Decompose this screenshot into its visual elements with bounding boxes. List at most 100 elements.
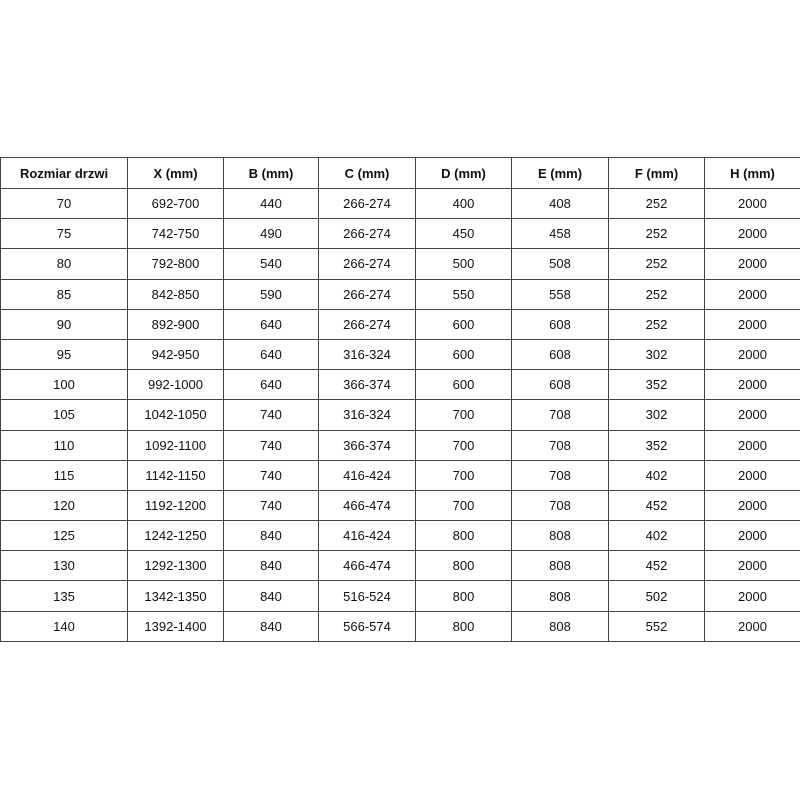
table-cell: 252 (608, 248, 705, 280)
table-cell: 840 (223, 520, 319, 552)
column-header: C (mm) (318, 157, 416, 189)
table-cell: 2000 (704, 308, 800, 340)
table-cell: 352 (608, 369, 705, 401)
table-cell: 85 (0, 278, 128, 310)
table-cell: 1242-1250 (127, 520, 224, 552)
table-cell: 2000 (704, 550, 800, 582)
table-row: 100 992-1000 640 366-374 600 608 352 2000 (0, 369, 800, 401)
table-cell: 992-1000 (127, 369, 224, 401)
table-row: 130 1292-1300 840 466-474 800 808 452 2000 (0, 550, 800, 582)
table-cell: 266-274 (318, 308, 416, 340)
table-cell: 266-274 (318, 187, 416, 220)
table-cell: 600 (415, 369, 512, 401)
table-cell: 800 (415, 550, 512, 582)
table-cell: 266-274 (318, 278, 416, 310)
table-cell: 302 (608, 338, 705, 371)
table-cell: 125 (0, 520, 128, 552)
table-cell: 452 (608, 550, 705, 582)
table-cell: 400 (415, 187, 512, 220)
table-cell: 692-700 (127, 187, 224, 220)
table-cell: 120 (0, 489, 128, 522)
table-cell: 500 (415, 248, 512, 280)
table-cell: 1292-1300 (127, 550, 224, 582)
table-row: 105 1042-1050 740 316-324 700 708 302 2000 (0, 399, 800, 431)
table-cell: 2000 (704, 399, 800, 431)
table-cell: 252 (608, 278, 705, 310)
table-cell: 1192-1200 (127, 489, 224, 522)
column-header: F (mm) (608, 157, 705, 189)
table-cell: 608 (511, 338, 609, 371)
table-cell: 808 (511, 550, 609, 582)
table-cell: 552 (608, 610, 705, 642)
table-cell: 366-374 (318, 369, 416, 401)
table-cell: 408 (511, 187, 609, 220)
table-cell: 700 (415, 459, 512, 491)
table-cell: 352 (608, 429, 705, 461)
table-row: 110 1092-1100 740 366-374 700 708 352 2000 (0, 429, 800, 461)
table-cell: 70 (0, 187, 128, 220)
table-cell: 640 (223, 308, 319, 340)
table-row: 115 1142-1150 740 416-424 700 708 402 2000 (0, 459, 800, 491)
table-cell: 840 (223, 550, 319, 582)
table-cell: 792-800 (127, 248, 224, 280)
table-cell: 1142-1150 (127, 459, 224, 491)
table-cell: 416-424 (318, 520, 416, 552)
table-cell: 508 (511, 248, 609, 280)
table-cell: 600 (415, 338, 512, 371)
table-cell: 110 (0, 429, 128, 461)
table-cell: 100 (0, 369, 128, 401)
table-cell: 266-274 (318, 248, 416, 280)
table-cell: 540 (223, 248, 319, 280)
table-cell: 800 (415, 610, 512, 642)
table-row: 70 692-700 440 266-274 400 408 252 2000 (0, 187, 800, 220)
table-cell: 708 (511, 429, 609, 461)
table-row: 120 1192-1200 740 466-474 700 708 452 2000 (0, 489, 800, 522)
table-row: 75 742-750 490 266-274 450 458 252 2000 (0, 218, 800, 250)
table-cell: 942-950 (127, 338, 224, 371)
table-cell: 740 (223, 399, 319, 431)
table-cell: 800 (415, 580, 512, 612)
table-cell: 740 (223, 489, 319, 522)
table-cell: 105 (0, 399, 128, 431)
table-cell: 800 (415, 520, 512, 552)
table-cell: 708 (511, 399, 609, 431)
table-row: 95 942-950 640 316-324 600 608 302 2000 (0, 338, 800, 371)
table-cell: 452 (608, 489, 705, 522)
table-cell: 640 (223, 338, 319, 371)
table-cell: 316-324 (318, 338, 416, 371)
column-header: H (mm) (704, 157, 800, 189)
table-cell: 1042-1050 (127, 399, 224, 431)
table-cell: 450 (415, 218, 512, 250)
table-cell: 740 (223, 459, 319, 491)
table-cell: 708 (511, 459, 609, 491)
table-row: 80 792-800 540 266-274 500 508 252 2000 (0, 248, 800, 280)
column-header: D (mm) (415, 157, 512, 189)
column-header: E (mm) (511, 157, 609, 189)
table-cell: 550 (415, 278, 512, 310)
dimensions-table: Rozmiar drzwi X (mm) B (mm) C (mm) D (mm) E (… (0, 157, 800, 642)
table-cell: 2000 (704, 278, 800, 310)
table-cell: 2000 (704, 610, 800, 642)
table-cell: 590 (223, 278, 319, 310)
table-cell: 115 (0, 459, 128, 491)
table-cell: 458 (511, 218, 609, 250)
table-cell: 490 (223, 218, 319, 250)
table-cell: 840 (223, 610, 319, 642)
table-row: 135 1342-1350 840 516-524 800 808 502 2000 (0, 580, 800, 612)
table-cell: 135 (0, 580, 128, 612)
table-cell: 2000 (704, 429, 800, 461)
table-cell: 2000 (704, 369, 800, 401)
table-cell: 302 (608, 399, 705, 431)
table-cell: 130 (0, 550, 128, 582)
table-cell: 2000 (704, 580, 800, 612)
table-cell: 840 (223, 580, 319, 612)
column-header: Rozmiar drzwi (0, 157, 128, 189)
table-cell: 366-374 (318, 429, 416, 461)
table-cell: 466-474 (318, 550, 416, 582)
table-cell: 740 (223, 429, 319, 461)
header-row: Rozmiar drzwi X (mm) B (mm) C (mm) D (mm) E (… (0, 157, 800, 189)
table-cell: 2000 (704, 489, 800, 522)
table-cell: 600 (415, 308, 512, 340)
table-cell: 2000 (704, 459, 800, 491)
table-cell: 440 (223, 187, 319, 220)
